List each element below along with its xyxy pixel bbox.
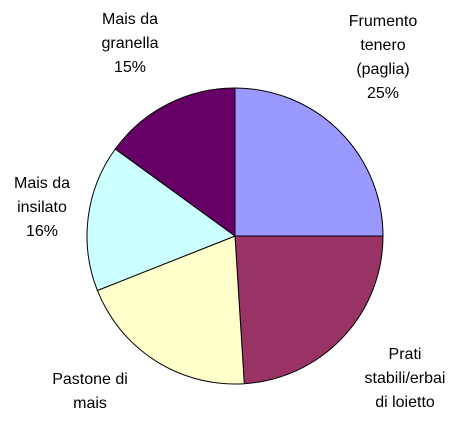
- pie-slice: [234, 87, 384, 237]
- pie-slice: [114, 87, 236, 237]
- pie-slice: [234, 235, 384, 385]
- slice-label-group: Mais da granella 15%: [60, 8, 200, 80]
- value-label: 25%: [366, 85, 400, 102]
- pie-slice: [96, 235, 245, 385]
- pie-slice: [86, 148, 237, 292]
- slice-label-group: Frumento tenero (paglia) 25%: [313, 10, 449, 106]
- slice-label: Mais da insilato: [13, 175, 71, 216]
- slice-label: Pastone di mais: [52, 371, 128, 412]
- slice-label-group: Pastone di mais: [20, 368, 160, 416]
- value-label: 16%: [25, 223, 59, 240]
- slice-label-group: Mais da insilato 16%: [0, 172, 112, 244]
- slice-label: Mais da granella: [101, 11, 159, 52]
- slice-label: Frumento tenero (paglia): [348, 13, 418, 78]
- value-label: 15%: [113, 59, 147, 76]
- slice-label-group: Prati stabili/erbai di loietto: [335, 343, 449, 415]
- slice-label: Prati stabili/erbai di loietto: [364, 346, 446, 411]
